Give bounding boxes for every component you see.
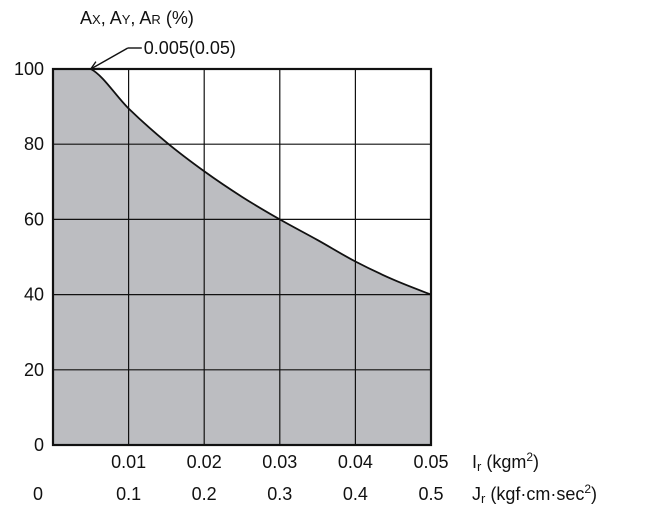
shaded-region [53,69,431,445]
annotation: 0.005(0.05) [89,38,236,70]
y-axis-title: AX, AY, AR (%) [80,8,194,28]
x-secondary-axis-title-sup: 2 [584,482,591,496]
x-primary-axis-title-sub: r [477,459,482,474]
x-primary-tick-label: 0.01 [111,452,146,472]
x-secondary-tick-label: 0.5 [418,484,443,504]
x-primary-tick-label: 0.03 [262,452,297,472]
annotation-arrowhead [89,61,100,70]
x-secondary-tick-label: 0.3 [267,484,292,504]
y-axis-title-sep: , [130,8,139,28]
x-primary-axis-title-unit: (kgm [481,452,526,472]
annotation-label: 0.005(0.05) [144,38,236,58]
y-tick-label: 80 [24,134,44,154]
x-secondary-axis-title-unit: (kgf·cm·sec [485,484,584,504]
y-axis-title-var: A [80,8,92,28]
y-tick-label: 100 [14,59,44,79]
y-axis-title-sub: R [151,12,160,27]
x-secondary-tick-label: 0.2 [192,484,217,504]
x-primary-tick-label: 0.05 [413,452,448,472]
x-primary-tick-label: 0.02 [187,452,222,472]
x-secondary-axis-title: Jr (kgf·cm·sec2) [472,482,597,506]
series-curve [90,68,432,296]
annotation-arrow [90,47,129,70]
y-tick-label: 60 [24,209,44,229]
y-axis-title-sub: X [92,12,101,27]
x-secondary-tick-label: 0 [33,484,43,504]
y-tick-label: 40 [24,285,44,305]
x-secondary-axis-title-sub: r [481,491,486,506]
y-tick-label: 0 [34,435,44,455]
x-primary-tick-labels: 0.01 0.02 0.03 0.04 0.05 [111,452,448,472]
x-primary-axis-title-unit-end: ) [533,452,539,472]
y-axis-title-sep: , [101,8,110,28]
x-primary-tick-label: 0.04 [338,452,373,472]
x-secondary-tick-label: 0.4 [343,484,368,504]
x-secondary-axis-title-unit-end: ) [591,484,597,504]
y-axis-title-sub: Y [122,12,131,27]
y-axis-title-unit: (%) [166,8,194,28]
y-tick-labels: 0 20 40 60 80 100 [14,59,44,455]
x-secondary-tick-label: 0.1 [116,484,141,504]
y-tick-label: 20 [24,360,44,380]
plot-frame [51,67,433,447]
x-primary-axis-title-var: I [472,452,477,472]
y-axis-title-var: A [110,8,122,28]
x-primary-axis-title: Ir (kgm2) [472,450,539,474]
y-axis-title-var: A [139,8,151,28]
x-secondary-axis-title-var: J [472,484,481,504]
x-secondary-tick-labels: 0 0.1 0.2 0.3 0.4 0.5 [33,484,444,504]
x-primary-axis-title-sup: 2 [526,450,533,464]
grid [53,69,431,445]
